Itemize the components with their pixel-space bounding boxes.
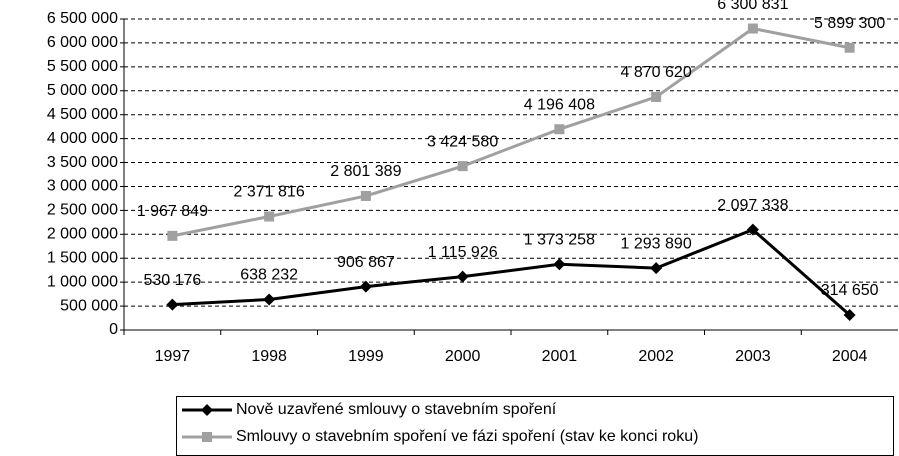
x-tick-label: 2000 — [445, 348, 481, 365]
legend-label: Nově uzavřené smlouvy o stavebním spořen… — [236, 401, 557, 418]
data-point — [166, 298, 179, 311]
legend-label: Smlouvy o stavebním spoření ve fázi spoř… — [236, 428, 698, 445]
data-point — [167, 230, 178, 241]
data-label: 638 232 — [240, 267, 298, 284]
data-label: 4 196 408 — [524, 96, 595, 113]
y-tick-label: 4 000 000 — [47, 130, 118, 147]
data-label: 5 899 300 — [814, 15, 885, 32]
data-label: 314 650 — [821, 282, 879, 299]
data-label: 530 176 — [143, 272, 201, 289]
y-tick-label: 500 000 — [60, 297, 118, 314]
data-point — [747, 23, 758, 34]
legend-marker — [202, 432, 212, 442]
y-tick-label: 1 500 000 — [47, 249, 118, 266]
series-line — [172, 227, 851, 317]
data-label: 1 373 258 — [524, 232, 595, 249]
y-tick-label: 5 500 000 — [47, 58, 118, 75]
y-tick-label: 2 500 000 — [47, 202, 118, 219]
legend-marker — [201, 404, 213, 416]
data-point — [554, 124, 565, 135]
series-line — [172, 26, 850, 238]
y-tick-label: 5 000 000 — [47, 82, 118, 99]
y-tick-label: 3 000 000 — [47, 178, 118, 195]
data-label: 2 371 816 — [234, 184, 305, 201]
data-point — [359, 280, 372, 293]
data-point — [844, 42, 855, 53]
data-label: 6 300 831 — [717, 0, 788, 13]
y-tick-label: 3 500 000 — [47, 154, 118, 171]
y-tick-label: 6 000 000 — [47, 34, 118, 51]
data-point — [553, 258, 566, 271]
y-tick-label: 4 500 000 — [47, 106, 118, 123]
x-tick-label: 1997 — [155, 348, 191, 365]
x-tick-label: 1999 — [348, 348, 384, 365]
x-tick-label: 1998 — [251, 348, 287, 365]
x-tick-label: 2001 — [542, 348, 578, 365]
data-point — [263, 293, 276, 306]
x-tick-label: 2004 — [832, 348, 868, 365]
data-label: 1 293 890 — [621, 235, 692, 252]
data-point — [843, 308, 856, 321]
data-label: 2 801 389 — [330, 163, 401, 180]
data-label: 906 867 — [337, 254, 395, 271]
y-tick-label: 1 000 000 — [47, 273, 118, 290]
data-point — [650, 262, 663, 275]
x-tick-label: 2002 — [638, 348, 674, 365]
data-point — [746, 223, 759, 236]
data-label: 1 115 926 — [428, 244, 498, 261]
data-point — [651, 91, 662, 102]
data-point — [457, 161, 468, 172]
data-label: 1 967 849 — [137, 203, 208, 220]
x-tick-label: 2003 — [735, 348, 771, 365]
data-label: 4 870 620 — [621, 64, 692, 81]
data-point — [360, 190, 371, 201]
y-tick-label: 2 000 000 — [47, 226, 118, 243]
data-label: 2 097 338 — [717, 197, 788, 214]
y-tick-label: 6 500 000 — [47, 10, 118, 27]
data-label: 3 424 580 — [427, 133, 498, 150]
data-point — [456, 270, 469, 283]
data-point — [264, 211, 275, 222]
y-tick-label: 0 — [109, 321, 118, 338]
legend-box — [176, 396, 894, 456]
